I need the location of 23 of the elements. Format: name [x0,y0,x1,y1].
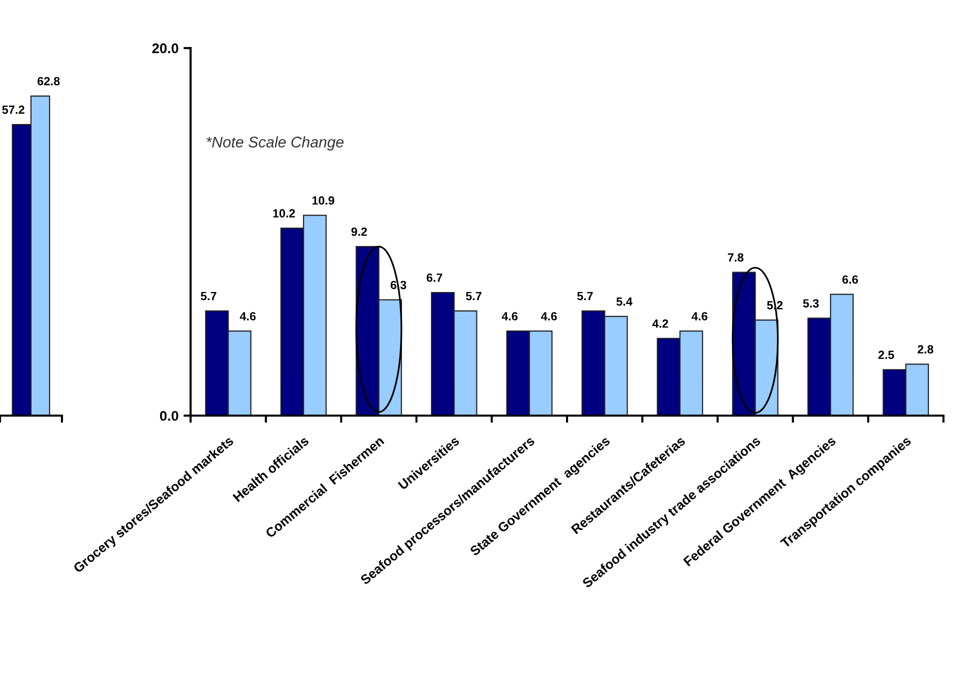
data-label: 4.6 [240,312,256,320]
data-label: 7.8 [728,253,744,262]
data-label: 5.4 [616,297,632,306]
data-label: 2.5 [878,350,894,360]
data-label: 4.6 [540,312,557,320]
data-label: 4.6 [692,312,708,320]
data-label: 57.2 [2,106,24,114]
data-label: 62.8 [38,77,60,86]
y-tick-label: 0.0 [160,410,178,421]
data-label: 10.9 [312,196,334,205]
y-tick-label: 20.0 [152,43,178,54]
data-label: 9.2 [351,228,367,236]
data-label: 6.6 [842,275,858,284]
data-label: 6.7 [426,273,442,282]
data-label: 2.8 [918,345,934,354]
annotation: *Note Scale Change [206,136,344,150]
data-label: 10.2 [273,209,295,218]
data-label: 5.7 [200,292,216,300]
data-label: 5.3 [803,299,819,308]
data-label: 5.7 [577,292,593,300]
data-label: 4.2 [652,319,668,328]
data-label: 4.6 [502,312,518,320]
data-label: 5.7 [466,292,482,300]
